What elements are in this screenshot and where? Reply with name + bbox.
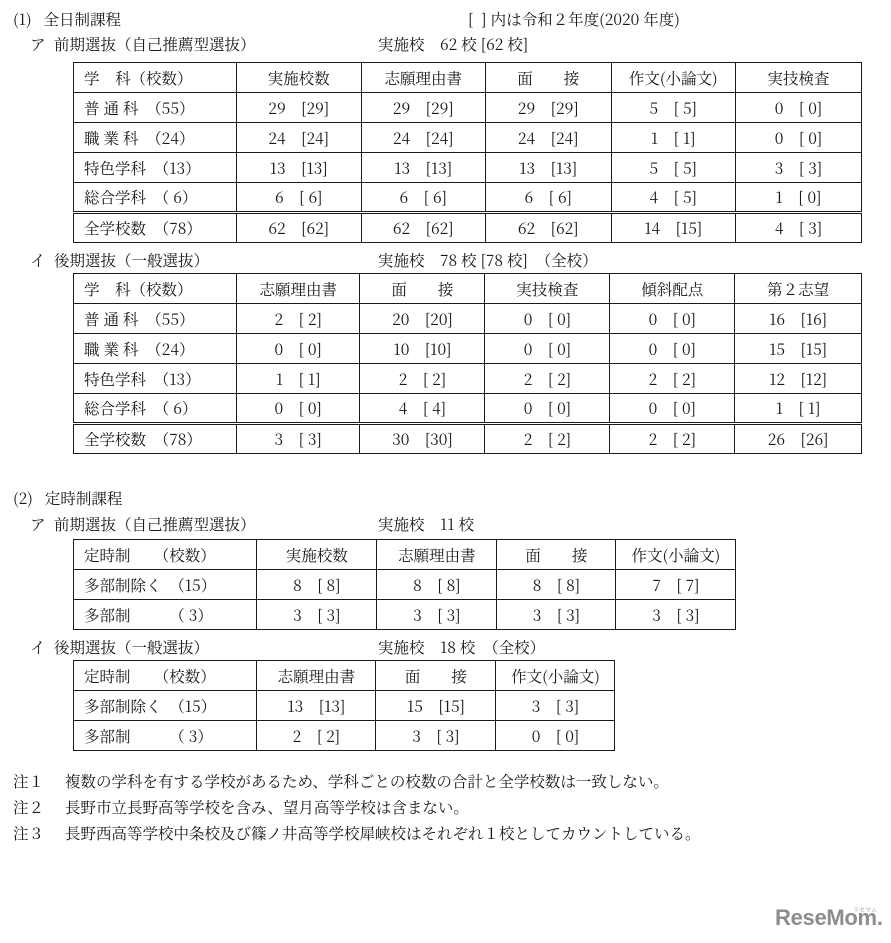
svg-text:リセマム: リセマム	[853, 905, 877, 914]
